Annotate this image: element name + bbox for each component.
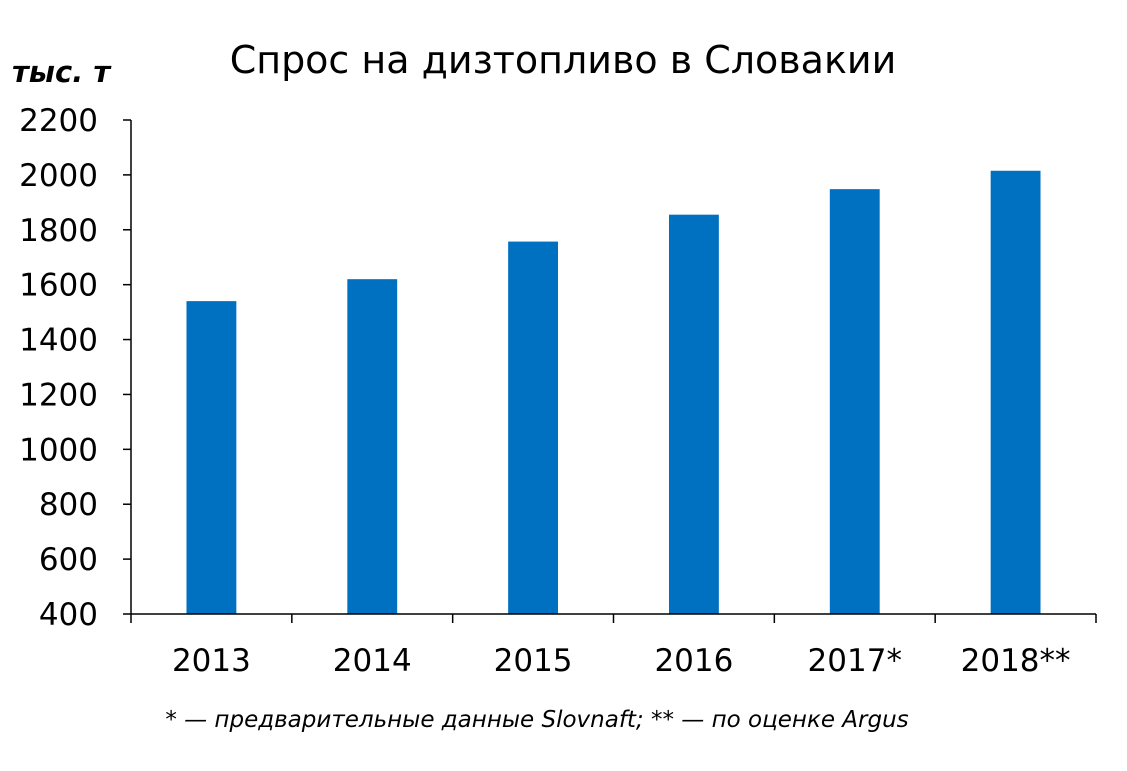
x-tick-label: 2017* [808, 643, 902, 679]
bar-2015 [508, 241, 559, 614]
bar-2014 [347, 279, 398, 614]
bar-2013 [186, 301, 237, 614]
y-tick-label: 1600 [19, 268, 98, 304]
x-tick-label: 2014 [333, 643, 412, 679]
y-tick-label: 1000 [19, 432, 98, 468]
y-tick-label: 1800 [19, 213, 98, 249]
x-tick-label: 2015 [494, 643, 573, 679]
x-tick-label: 2018** [961, 643, 1071, 679]
x-tick-label: 2016 [654, 643, 733, 679]
y-tick-label: 2000 [19, 158, 98, 194]
y-tick-label: 400 [39, 597, 98, 633]
bar-2016 [668, 214, 719, 614]
y-tick-label: 600 [39, 542, 98, 578]
bar-2017 [829, 189, 880, 614]
footnote: * — предварительные данные Slovnaft; ** … [165, 707, 908, 733]
y-tick-label: 1400 [19, 323, 98, 359]
y-axis-unit-label: тыс. т [12, 55, 112, 89]
bar-2018 [990, 170, 1041, 614]
bars [186, 170, 1041, 614]
x-axis-ticks: 2013 2014 2015 2016 2017* 2018** [130, 614, 1097, 679]
y-tick-label: 800 [39, 487, 98, 523]
y-axis-ticks: 400 600 800 1000 1200 1400 1600 1800 2000 2200 [19, 103, 131, 633]
chart-title: Спрос на дизтопливо в Словакии [230, 38, 897, 82]
y-tick-label: 2200 [19, 103, 98, 139]
x-tick-label: 2013 [172, 643, 251, 679]
y-tick-label: 1200 [19, 377, 98, 413]
